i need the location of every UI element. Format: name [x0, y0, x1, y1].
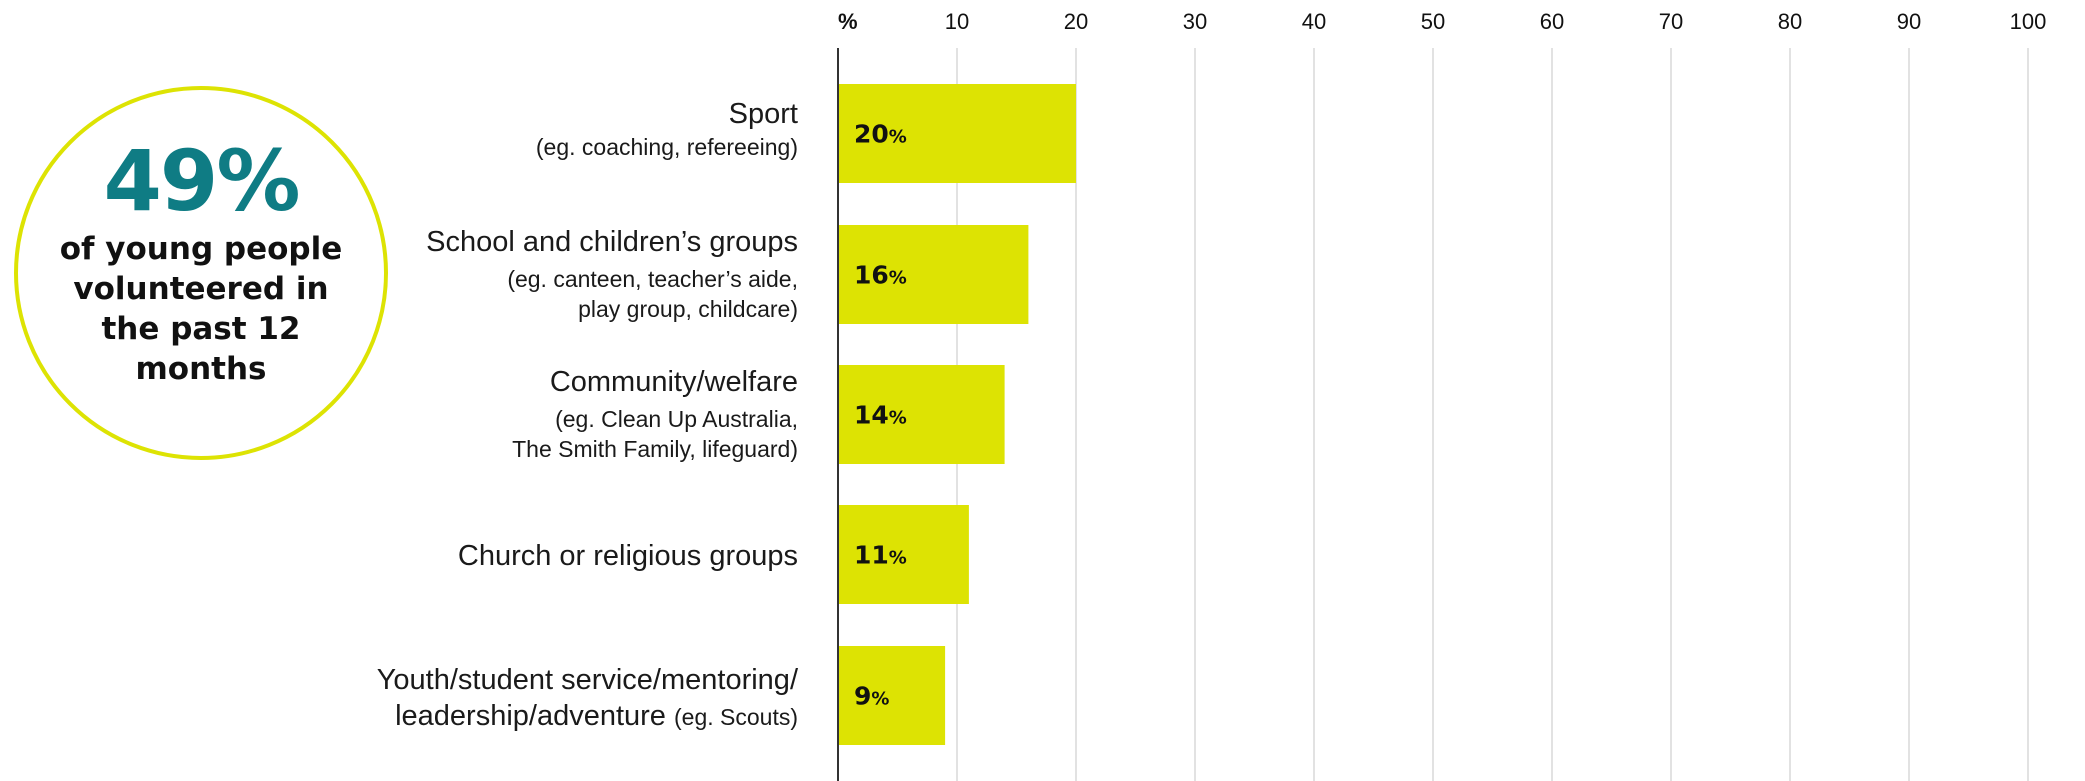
bar-value-suffix: % [889, 408, 907, 429]
tick-label: 90 [1897, 9, 1921, 34]
category-sub-label: (eg. coaching, refereeing) [535, 134, 798, 160]
bar-value-number: 20 [854, 120, 889, 149]
summary-stat-text: of young people volunteered in the past … [59, 231, 343, 387]
tick-label: 10 [945, 9, 969, 34]
category-main-label: School and children’s groups [426, 226, 798, 258]
category-sub-label: (eg. canteen, teacher’s aide, [507, 266, 798, 292]
bar-value-suffix: % [889, 268, 907, 289]
bar-value-label: 11% [854, 541, 907, 570]
category-inline-sub-label: (eg. Scouts) [674, 704, 798, 730]
bar [838, 365, 1005, 464]
category-sub-label-2: play group, childcare) [578, 296, 798, 322]
bar-value-label: 20% [854, 120, 907, 149]
category-label-community: Community/welfare (eg. Clean Up Australi… [512, 364, 798, 464]
bar-value-label: 14% [854, 401, 907, 430]
category-label-church: Church or religious groups [458, 538, 798, 574]
tick-label: 80 [1778, 9, 1802, 34]
category-main-label: Sport [728, 98, 798, 130]
category-sub-label-2: The Smith Family, lifeguard) [512, 436, 798, 462]
category-main-label-2: leadership/adventure (eg. Scouts) [377, 698, 798, 735]
bar-value-suffix: % [871, 689, 889, 710]
bar-value-number: 16 [854, 261, 889, 290]
category-label-youth: Youth/student service/mentoring/ leaders… [377, 662, 798, 735]
summary-stat-circle: 49% of young people volunteered in the p… [14, 86, 388, 460]
bar [838, 225, 1029, 324]
bar-value-suffix: % [889, 548, 907, 569]
category-main-label: Youth/student service/mentoring/ [376, 664, 798, 696]
tick-label: 40 [1302, 9, 1326, 34]
bar-value-number: 9 [854, 682, 871, 711]
category-main-label-cont: leadership/adventure [395, 700, 666, 732]
tick-label: 20 [1064, 9, 1088, 34]
category-sub-label: (eg. Clean Up Australia, [555, 406, 798, 432]
tick-label: 70 [1659, 9, 1683, 34]
tick-label: 30 [1183, 9, 1207, 34]
bar-value-suffix: % [889, 127, 907, 148]
bar-value-number: 14 [854, 401, 889, 430]
bar-value-label: 9% [854, 682, 889, 711]
category-label-school: School and children’s groups (eg. cantee… [426, 224, 798, 324]
category-label-sport: Sport (eg. coaching, refereeing) [536, 96, 798, 162]
bar [838, 646, 946, 745]
category-main-label: Community/welfare [549, 366, 798, 398]
axis-unit-label: % [838, 9, 858, 34]
tick-label: 60 [1540, 9, 1564, 34]
tick-label: 100 [2010, 9, 2047, 34]
category-main-label: Church or religious groups [457, 540, 798, 572]
bar-value-label: 16% [854, 261, 907, 290]
summary-stat-value: 49% [103, 132, 300, 230]
bar-value-number: 11 [854, 541, 889, 570]
bar [838, 505, 969, 604]
bar [838, 84, 1076, 183]
tick-label: 50 [1421, 9, 1445, 34]
